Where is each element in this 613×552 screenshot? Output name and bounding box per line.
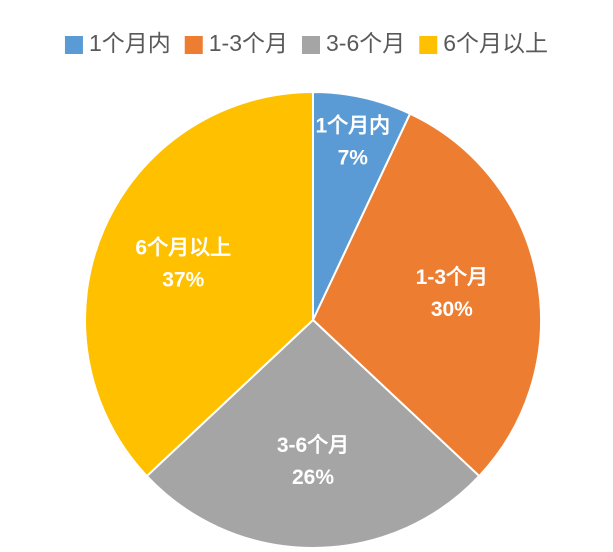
slice-value-label: 37% [162,268,204,291]
pie-slice [145,318,481,550]
legend-swatch [419,36,438,54]
legend-label: 1-3个月 [209,30,288,56]
slice-category-label: 3-6个月 [277,434,349,457]
slice-value-label: 26% [292,466,334,489]
legend-swatch [64,36,83,54]
legend-label: 6个月以上 [443,30,548,56]
legend-swatch [302,36,320,54]
slice-category-label: 6个月以上 [135,236,231,259]
slice-value-label: 30% [431,298,473,321]
pie-slice [84,90,314,478]
slice-value-label: 7% [338,147,369,170]
pie-slice [311,112,543,478]
legend-label: 1个月内 [89,30,171,56]
legend: 1个月内 1-3个月 3-6个月 6个月以上 [64,30,548,56]
slice-category-label: 1-3个月 [416,266,488,289]
legend-swatch [184,36,203,54]
slice-category-label: 1个月内 [315,114,390,138]
legend-label: 3-6个月 [326,30,405,56]
